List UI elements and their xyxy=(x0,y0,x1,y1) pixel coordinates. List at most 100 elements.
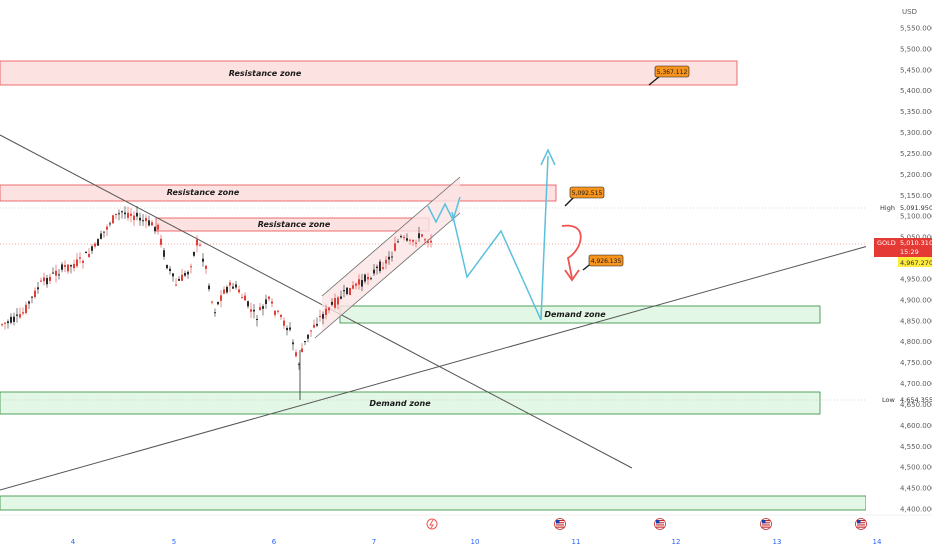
price-tick-label: 4,450.000 xyxy=(900,485,932,493)
candle-body xyxy=(247,301,249,307)
price-tick-label: 4,750.000 xyxy=(900,359,932,367)
descending-trendline[interactable] xyxy=(0,134,633,469)
candle-body xyxy=(268,296,270,299)
resistance-zone-mid[interactable] xyxy=(0,184,557,202)
candle-body xyxy=(34,290,36,298)
price-callout-3[interactable]: 4,926.135 xyxy=(582,254,624,271)
svg-text:5,091.950: 5,091.950 xyxy=(900,204,932,212)
candle-body xyxy=(115,213,117,216)
candle-body xyxy=(19,314,21,318)
price-tick-label: 5,350.000 xyxy=(900,108,932,116)
demand-zone-bottom[interactable] xyxy=(0,495,867,511)
us-flag-icon[interactable] xyxy=(760,518,772,530)
candle-body xyxy=(427,241,429,243)
candle-body xyxy=(421,234,423,237)
projection-path-small[interactable] xyxy=(427,196,461,224)
candle-body xyxy=(169,268,171,272)
candle-body xyxy=(106,226,108,230)
candle-body xyxy=(130,213,132,216)
candle-body xyxy=(97,239,99,246)
candle-body xyxy=(67,264,69,272)
candle-body xyxy=(253,309,255,312)
candle-body xyxy=(388,256,390,260)
price-tick-label: 5,100.000 xyxy=(900,213,932,221)
ascending-trendline[interactable] xyxy=(0,227,932,491)
candle-body xyxy=(292,342,294,345)
candle-body xyxy=(325,308,327,315)
price-tick-label: 5,400.000 xyxy=(900,87,932,95)
candle-body xyxy=(151,222,153,226)
candle-body xyxy=(283,320,285,326)
candle-body xyxy=(175,284,177,286)
candle-body xyxy=(46,277,48,285)
time-tick-label: 14 xyxy=(873,538,882,546)
candle-body xyxy=(205,265,207,269)
time-axis[interactable]: 4 5 6 7 10 11 12 13 14 xyxy=(0,514,932,546)
candle-body xyxy=(226,286,228,293)
candle-body xyxy=(79,257,81,259)
svg-text:High: High xyxy=(880,204,895,212)
candle-body xyxy=(28,301,30,304)
candle-body xyxy=(265,299,267,304)
price-tick-label: 5,450.000 xyxy=(900,66,932,74)
candle-body xyxy=(118,213,120,215)
candle-body xyxy=(136,212,138,217)
candle-body xyxy=(229,282,231,286)
candle-body xyxy=(145,217,147,222)
candle-body xyxy=(103,231,105,233)
candle-body xyxy=(220,295,222,301)
candle-body xyxy=(262,306,264,309)
price-callout-1[interactable]: 5,367.112 xyxy=(648,65,690,86)
candle-body xyxy=(304,340,306,343)
price-tick-label: 5,300.000 xyxy=(900,129,932,137)
candle-body xyxy=(124,212,126,215)
price-tick-label: 4,550.000 xyxy=(900,443,932,451)
us-flag-icon[interactable] xyxy=(654,518,666,530)
candle-body xyxy=(82,260,84,263)
last-price-tag[interactable]: GOLD 5,010.310 15:29 xyxy=(874,238,932,257)
price-tick-label: 4,600.000 xyxy=(900,422,932,430)
price-tick-label: 4,900.000 xyxy=(900,296,932,304)
price-callout-2[interactable]: 5,092.515 xyxy=(564,186,605,207)
candle-body xyxy=(163,250,165,257)
candle-body xyxy=(358,279,360,285)
demand-zone-lower[interactable] xyxy=(0,391,821,415)
candle-body xyxy=(160,238,162,245)
candle-body xyxy=(235,284,237,288)
us-flag-icon[interactable] xyxy=(855,518,867,530)
candle-body xyxy=(172,273,174,277)
price-tick-label: 4,500.000 xyxy=(900,464,932,472)
candle-body xyxy=(352,285,354,289)
candle-body xyxy=(133,215,135,221)
us-flag-icon[interactable] xyxy=(554,518,566,530)
projection-path-main[interactable] xyxy=(451,155,549,321)
candle-body xyxy=(319,316,321,318)
price-tick-label: 4,700.000 xyxy=(900,380,932,388)
reversal-arrow[interactable] xyxy=(561,224,582,279)
candle-body xyxy=(349,287,351,295)
projection-arrowhead-up xyxy=(540,148,556,166)
candle-body xyxy=(367,276,369,280)
resistance-zone-top-label: Resistance zone xyxy=(229,69,302,78)
candle-body xyxy=(250,309,252,312)
candle-body xyxy=(85,251,87,254)
price-tick-label: 5,500.000 xyxy=(900,45,932,53)
candle-body xyxy=(127,212,129,218)
resistance-zone-top[interactable] xyxy=(0,60,738,86)
candle-body xyxy=(412,239,414,242)
candle-body xyxy=(322,314,324,319)
candle-body xyxy=(400,236,402,238)
candle-body xyxy=(379,261,381,272)
candle-body xyxy=(58,274,60,276)
price-tick-label: 5,550.000 xyxy=(900,25,932,33)
candle-body xyxy=(10,316,12,323)
candle-body xyxy=(37,287,39,290)
candle-body xyxy=(373,269,375,274)
candle-body xyxy=(298,363,300,365)
rising-channel[interactable] xyxy=(314,176,461,339)
candle-body xyxy=(418,233,420,239)
lightning-icon[interactable] xyxy=(426,518,438,530)
svg-text:4,967.270: 4,967.270 xyxy=(900,259,932,267)
candle-body xyxy=(181,274,183,281)
